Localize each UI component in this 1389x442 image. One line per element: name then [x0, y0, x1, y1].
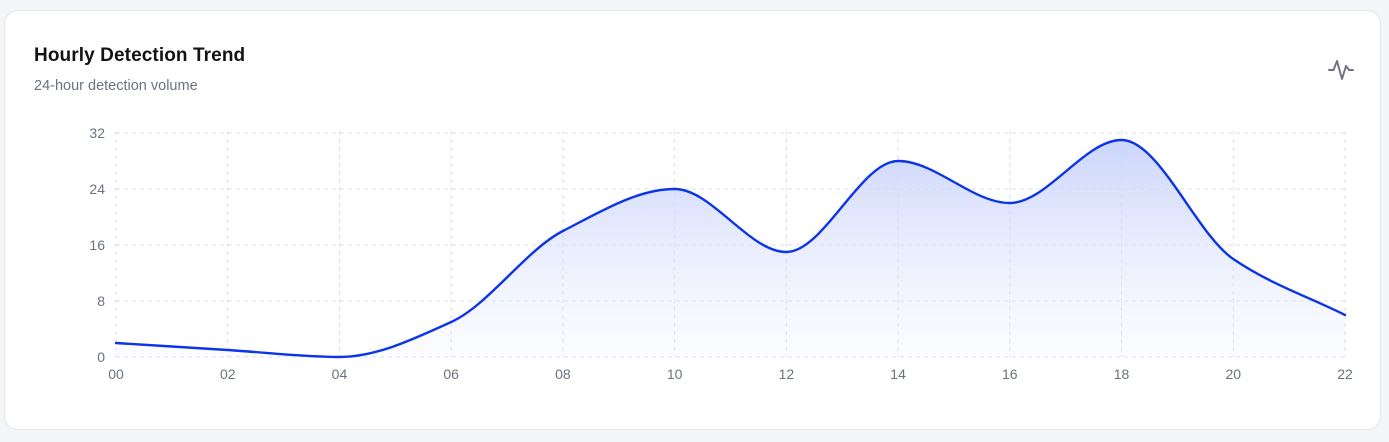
data-point-16[interactable] — [1004, 197, 1016, 209]
x-tick-label: 18 — [1114, 366, 1130, 382]
x-tick-label: 00 — [108, 366, 124, 382]
chart-card: Hourly Detection Trend 24-hour detection… — [4, 10, 1381, 430]
x-tick-label: 10 — [667, 366, 683, 382]
y-tick-label: 24 — [89, 181, 105, 197]
x-tick-label: 02 — [220, 366, 236, 382]
y-tick-label: 32 — [89, 125, 105, 141]
series-area — [116, 140, 1345, 357]
line-layer — [110, 134, 1351, 363]
x-tick-label: 16 — [1002, 366, 1018, 382]
x-tick-label: 08 — [555, 366, 571, 382]
chart-title: Hourly Detection Trend — [34, 45, 246, 66]
x-tick-label: 14 — [890, 366, 906, 382]
x-tick-label: 22 — [1337, 366, 1353, 382]
y-axis-ticks: 0 8 16 24 32 — [89, 125, 105, 365]
series-line — [114, 138, 1347, 359]
data-point-20[interactable] — [1227, 253, 1239, 265]
data-point-00[interactable] — [110, 337, 122, 349]
data-point-12[interactable] — [780, 246, 792, 258]
data-point-06[interactable] — [445, 316, 457, 328]
data-point-14[interactable] — [892, 155, 904, 167]
chart-subtitle: 24-hour detection volume — [34, 78, 198, 94]
data-point-04[interactable] — [333, 351, 345, 363]
y-tick-label: 0 — [97, 349, 105, 365]
area-fill-layer — [116, 140, 1345, 357]
data-point-08[interactable] — [557, 225, 569, 237]
x-tick-label: 04 — [332, 366, 348, 382]
x-tick-label: 12 — [779, 366, 795, 382]
y-tick-label: 8 — [97, 293, 105, 309]
data-point-10[interactable] — [669, 183, 681, 195]
activity-icon[interactable] — [1328, 57, 1354, 83]
data-point-02[interactable] — [222, 344, 234, 356]
y-tick-label: 16 — [89, 237, 105, 253]
x-tick-label: 06 — [443, 366, 459, 382]
x-axis-ticks: 00 02 04 06 08 10 12 14 16 18 20 22 — [108, 366, 1353, 382]
data-point-18[interactable] — [1116, 134, 1128, 146]
data-point-22[interactable] — [1339, 309, 1351, 321]
x-tick-label: 20 — [1225, 366, 1241, 382]
